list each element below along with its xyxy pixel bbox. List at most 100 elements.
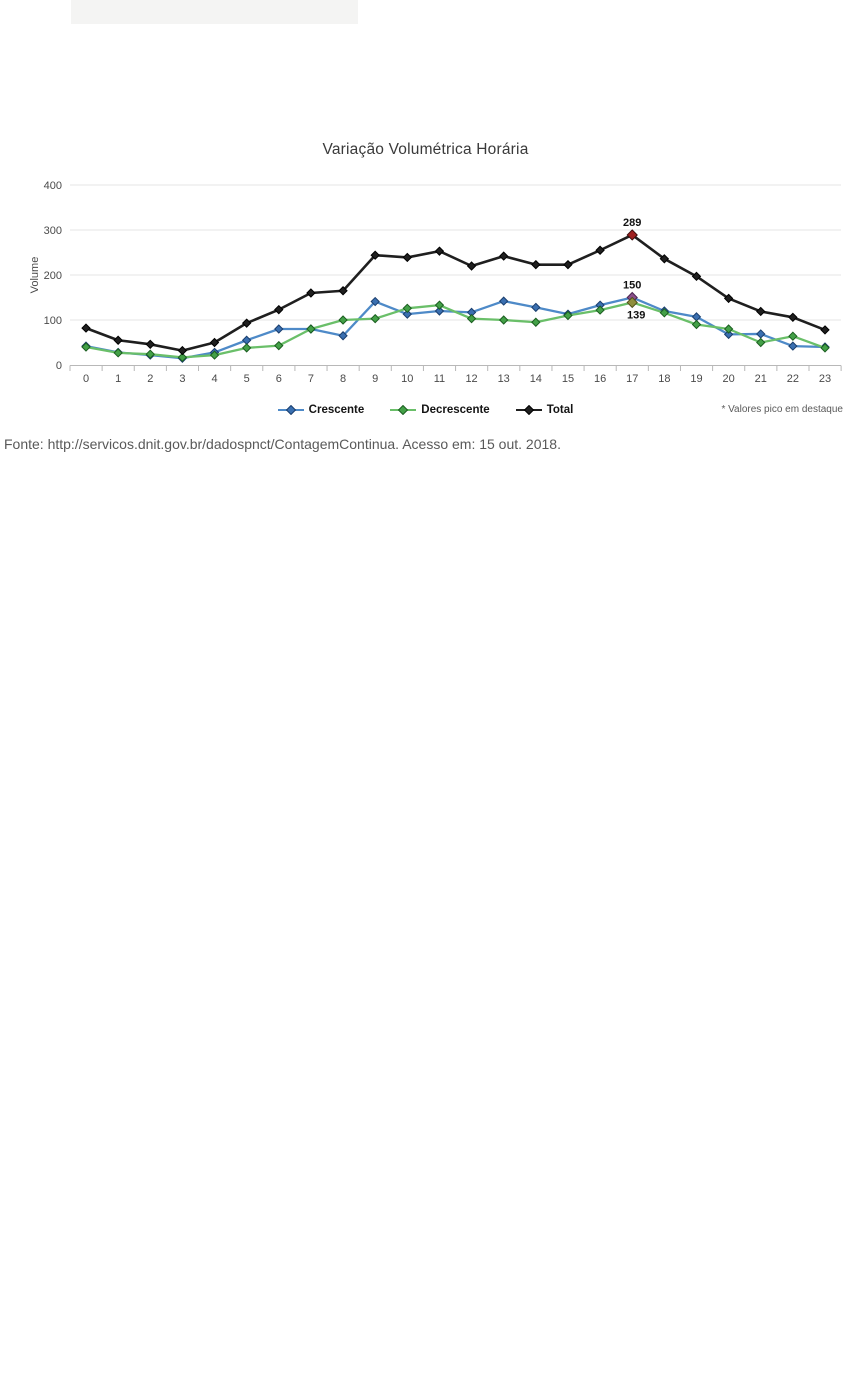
legend-label-crescente: Crescente xyxy=(308,404,365,416)
marker-decrescente xyxy=(434,300,445,310)
marker-decrescente xyxy=(241,343,252,353)
legend-label-decrescente: Decrescente xyxy=(421,404,490,416)
peak-footnote: * Valores pico em destaque xyxy=(721,404,843,415)
x-tick-label: 3 xyxy=(179,373,185,385)
marker-crescente xyxy=(434,306,445,316)
x-tick-label: 13 xyxy=(498,373,510,385)
legend-label-total: Total xyxy=(546,404,574,416)
x-tick-label: 18 xyxy=(658,373,670,385)
marker-total xyxy=(241,318,252,328)
marker-total xyxy=(370,250,380,260)
marker-decrescente xyxy=(145,349,155,359)
x-tick-label: 5 xyxy=(244,373,250,385)
x-tick-label: 4 xyxy=(211,373,217,385)
marker-crescente xyxy=(788,341,798,351)
x-tick-label: 15 xyxy=(562,373,574,385)
marker-decrescente xyxy=(306,324,316,334)
legend-marker-crescente-icon xyxy=(277,405,304,415)
marker-total xyxy=(466,261,477,271)
x-tick-label: 7 xyxy=(308,373,314,385)
peak-marker-total xyxy=(626,229,638,241)
marker-decrescente xyxy=(81,342,91,352)
marker-decrescente xyxy=(402,303,413,314)
marker-total xyxy=(274,304,284,315)
y-axis-title: Volume xyxy=(29,257,41,294)
y-tick-label: 100 xyxy=(44,315,62,327)
chart-title: Variação Volumétrica Horária xyxy=(322,141,529,158)
marker-decrescente xyxy=(113,348,123,358)
marker-decrescente xyxy=(723,324,734,334)
source-citation: Fonte: http://servicos.dnit.gov.br/dados… xyxy=(4,436,561,452)
marker-total xyxy=(595,245,605,255)
marker-decrescente xyxy=(595,305,605,315)
marker-decrescente xyxy=(788,331,798,341)
marker-decrescente xyxy=(820,343,830,353)
peak-label-total: 289 xyxy=(623,217,641,229)
marker-total xyxy=(788,312,798,323)
y-tick-label: 300 xyxy=(44,225,62,237)
marker-total xyxy=(659,254,670,264)
marker-crescente xyxy=(338,331,348,341)
peak-marker-decrescente xyxy=(626,296,638,309)
chart-legend: Crescente Decrescente Total xyxy=(0,400,851,420)
marker-total xyxy=(402,252,413,263)
marker-total xyxy=(338,286,348,296)
x-tick-label: 11 xyxy=(434,373,445,385)
x-tick-label: 2 xyxy=(147,373,153,385)
x-tick-label: 17 xyxy=(626,373,638,385)
marker-total xyxy=(113,335,123,345)
marker-decrescente xyxy=(370,313,380,324)
toolbar-remnant xyxy=(71,0,358,24)
peak-label-crescente: 150 xyxy=(623,280,641,292)
y-tick-label: 400 xyxy=(44,180,62,192)
marker-decrescente xyxy=(563,310,573,321)
marker-crescente xyxy=(723,329,734,340)
marker-decrescente xyxy=(338,315,348,325)
x-tick-label: 19 xyxy=(690,373,702,385)
marker-total xyxy=(820,325,830,335)
marker-total xyxy=(723,293,734,304)
legend-marker-total-icon xyxy=(515,405,542,415)
x-tick-label: 21 xyxy=(755,373,767,385)
x-tick-label: 14 xyxy=(530,373,542,385)
marker-decrescente xyxy=(466,313,477,324)
x-tick-label: 6 xyxy=(276,373,282,385)
legend-marker-decrescente-icon xyxy=(390,405,417,415)
legend-item-decrescente: Decrescente xyxy=(390,404,490,416)
x-tick-label: 20 xyxy=(722,373,734,385)
x-tick-label: 16 xyxy=(594,373,606,385)
marker-decrescente xyxy=(498,315,509,325)
marker-decrescente xyxy=(756,337,766,348)
marker-decrescente xyxy=(531,317,541,327)
marker-total xyxy=(498,251,509,261)
marker-total xyxy=(306,288,316,298)
marker-total xyxy=(531,259,541,270)
series-line-total xyxy=(85,233,826,352)
x-tick-label: 1 xyxy=(115,373,121,385)
marker-decrescente xyxy=(274,340,284,351)
marker-total xyxy=(145,339,155,350)
legend-item-total: Total xyxy=(515,404,574,416)
marker-decrescente xyxy=(691,319,702,330)
marker-total xyxy=(177,345,188,356)
marker-total xyxy=(81,323,91,333)
marker-crescente xyxy=(241,335,252,345)
peak-label-decrescente: 139 xyxy=(627,309,645,321)
marker-crescente xyxy=(370,296,380,307)
marker-total xyxy=(434,246,445,256)
marker-crescente xyxy=(402,309,413,319)
x-tick-label: 22 xyxy=(787,373,799,385)
marker-total xyxy=(563,259,573,270)
marker-decrescente xyxy=(209,350,220,360)
marker-total xyxy=(209,337,220,348)
marker-total xyxy=(691,271,702,282)
marker-crescente xyxy=(531,302,541,313)
x-tick-label: 8 xyxy=(340,373,346,385)
series-line-decrescente xyxy=(85,301,826,359)
x-tick-label: 9 xyxy=(372,373,378,385)
x-tick-label: 23 xyxy=(819,373,831,385)
x-tick-label: 10 xyxy=(401,373,413,385)
x-tick-label: 0 xyxy=(83,373,89,385)
marker-total xyxy=(756,306,766,317)
